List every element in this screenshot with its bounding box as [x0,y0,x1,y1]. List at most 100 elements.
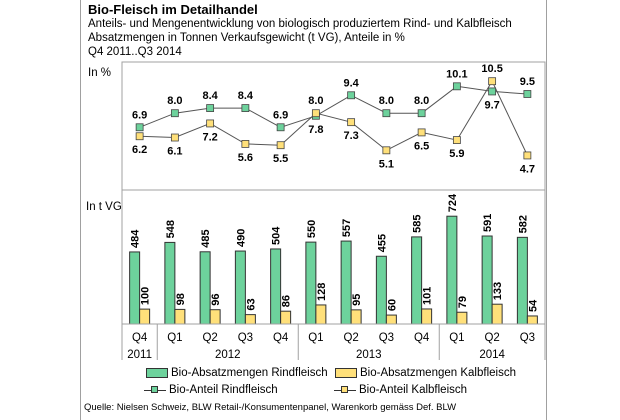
series-line-kalb [139,80,528,156]
bar-kalb [350,309,362,325]
x-tick-label: Q2 [343,332,358,344]
bar-kalb [385,314,397,325]
bar-rind [446,215,458,325]
bar-data-label: 485 [200,229,212,247]
line-point-rind [135,123,144,132]
bar-data-label: 95 [351,294,363,306]
line-point-rind [452,82,461,91]
x-tick-label: Q1 [167,332,182,344]
chart-title: Bio-Fleisch im Detailhandel [88,2,258,17]
line-panel-ylabel: In % [88,67,111,79]
line-data-label: 8.0 [308,95,323,107]
legend-swatch-rind [146,368,168,378]
legend-label: Bio-Absatzmengen Rindfleisch [171,367,328,379]
bar-kalb [244,314,256,325]
line-point-kalb [382,146,391,155]
legend-line-marker-rind [144,385,166,395]
line-data-label: 4.7 [520,163,535,175]
legend-item-bar-kalb: Bio-Absatzmengen Kalbfleisch [335,367,516,379]
chart-subtitle: Anteils- und Mengenentwicklung von biolo… [88,18,512,30]
bar-kalb [174,308,186,325]
line-data-label: 10.1 [446,68,467,80]
bar-rind [481,235,493,325]
bar-rind [516,236,528,325]
line-data-label: 5.5 [273,153,288,165]
line-point-kalb [452,136,461,144]
line-point-kalb [523,151,532,160]
line-data-label: 9.7 [484,99,499,111]
line-data-label: 5.1 [379,158,394,170]
x-tick-label: Q3 [379,332,394,344]
line-data-label: 5.6 [238,152,253,164]
legend-line-marker-kalb [334,385,356,395]
line-data-label: 6.9 [132,109,147,121]
bar-data-label: 133 [492,282,504,300]
source-note: Quelle: Nielsen Schweiz, BLW Retail-/Kon… [84,402,457,413]
bar-data-label: 86 [281,295,293,307]
x-year-label: 2011 [127,349,152,361]
x-tick-label: Q4 [273,332,289,344]
series-line-rind [139,85,528,128]
line-point-rind [382,109,391,118]
legend-swatch-kalb [335,368,357,378]
legend-label: Bio-Anteil Rindfleisch [169,384,278,396]
line-point-rind [523,90,532,98]
line-data-label: 7.8 [308,124,323,136]
legend-item-line-rind: Bio-Anteil Rindfleisch [144,384,278,396]
bar-data-label: 98 [175,293,187,305]
x-tick-label: Q1 [449,332,464,344]
bar-kalb [526,315,538,325]
x-tick-label: Q1 [308,332,323,344]
bar-data-label: 54 [527,299,539,312]
bar-data-label: 63 [245,298,257,310]
bar-data-label: 484 [130,229,142,248]
bar-rind [340,240,352,325]
bar-kalb [315,304,327,325]
line-data-label: 6.2 [132,144,147,156]
bar-data-label: 455 [376,234,388,252]
bar-rind [164,241,176,325]
line-point-rind [241,104,250,112]
line-point-rind [417,109,426,118]
legend-label: Bio-Anteil Kalbfleisch [359,384,468,396]
bar-data-label: 724 [447,193,459,212]
bar-rind [129,251,141,325]
bar-data-label: 96 [210,293,222,305]
legend-item-line-kalb: Bio-Anteil Kalbfleisch [334,384,467,396]
bar-data-label: 101 [422,287,434,305]
line-point-kalb [135,132,144,141]
chart-frame [80,0,547,420]
line-data-label: 5.9 [449,148,464,160]
line-point-kalb [276,141,285,150]
line-data-label: 7.3 [343,130,358,142]
line-point-rind [206,104,215,112]
bar-rind [375,255,387,325]
bar-kalb [456,311,468,325]
bar-data-label: 128 [316,283,328,301]
line-panel-frame [121,61,546,191]
x-year-label: 2013 [356,349,382,361]
legend-label: Bio-Absatzmengen Kalbfleisch [360,367,516,379]
bar-data-label: 585 [412,215,424,233]
bar-rind [270,248,282,325]
line-data-label: 8.0 [414,95,429,107]
legend-item-bar-rind: Bio-Absatzmengen Rindfleisch [146,367,328,379]
bar-kalb [209,309,221,325]
x-year-label: 2014 [479,349,505,361]
bar-panel-ylabel: In t VG [86,201,122,213]
line-data-label: 6.1 [167,146,182,158]
line-point-rind [276,123,285,132]
x-tick-label: Q2 [484,332,499,344]
line-point-kalb [311,109,320,118]
line-point-kalb [241,140,250,148]
line-data-label: 9.5 [520,76,535,88]
bar-data-label: 504 [271,226,283,245]
bar-kalb [139,308,151,325]
bar-data-label: 79 [457,296,469,308]
bar-rind [234,250,246,325]
x-tick-label: Q3 [238,332,253,344]
bar-data-label: 490 [235,229,247,247]
bar-data-label: 550 [306,220,318,238]
line-point-rind [347,91,356,100]
